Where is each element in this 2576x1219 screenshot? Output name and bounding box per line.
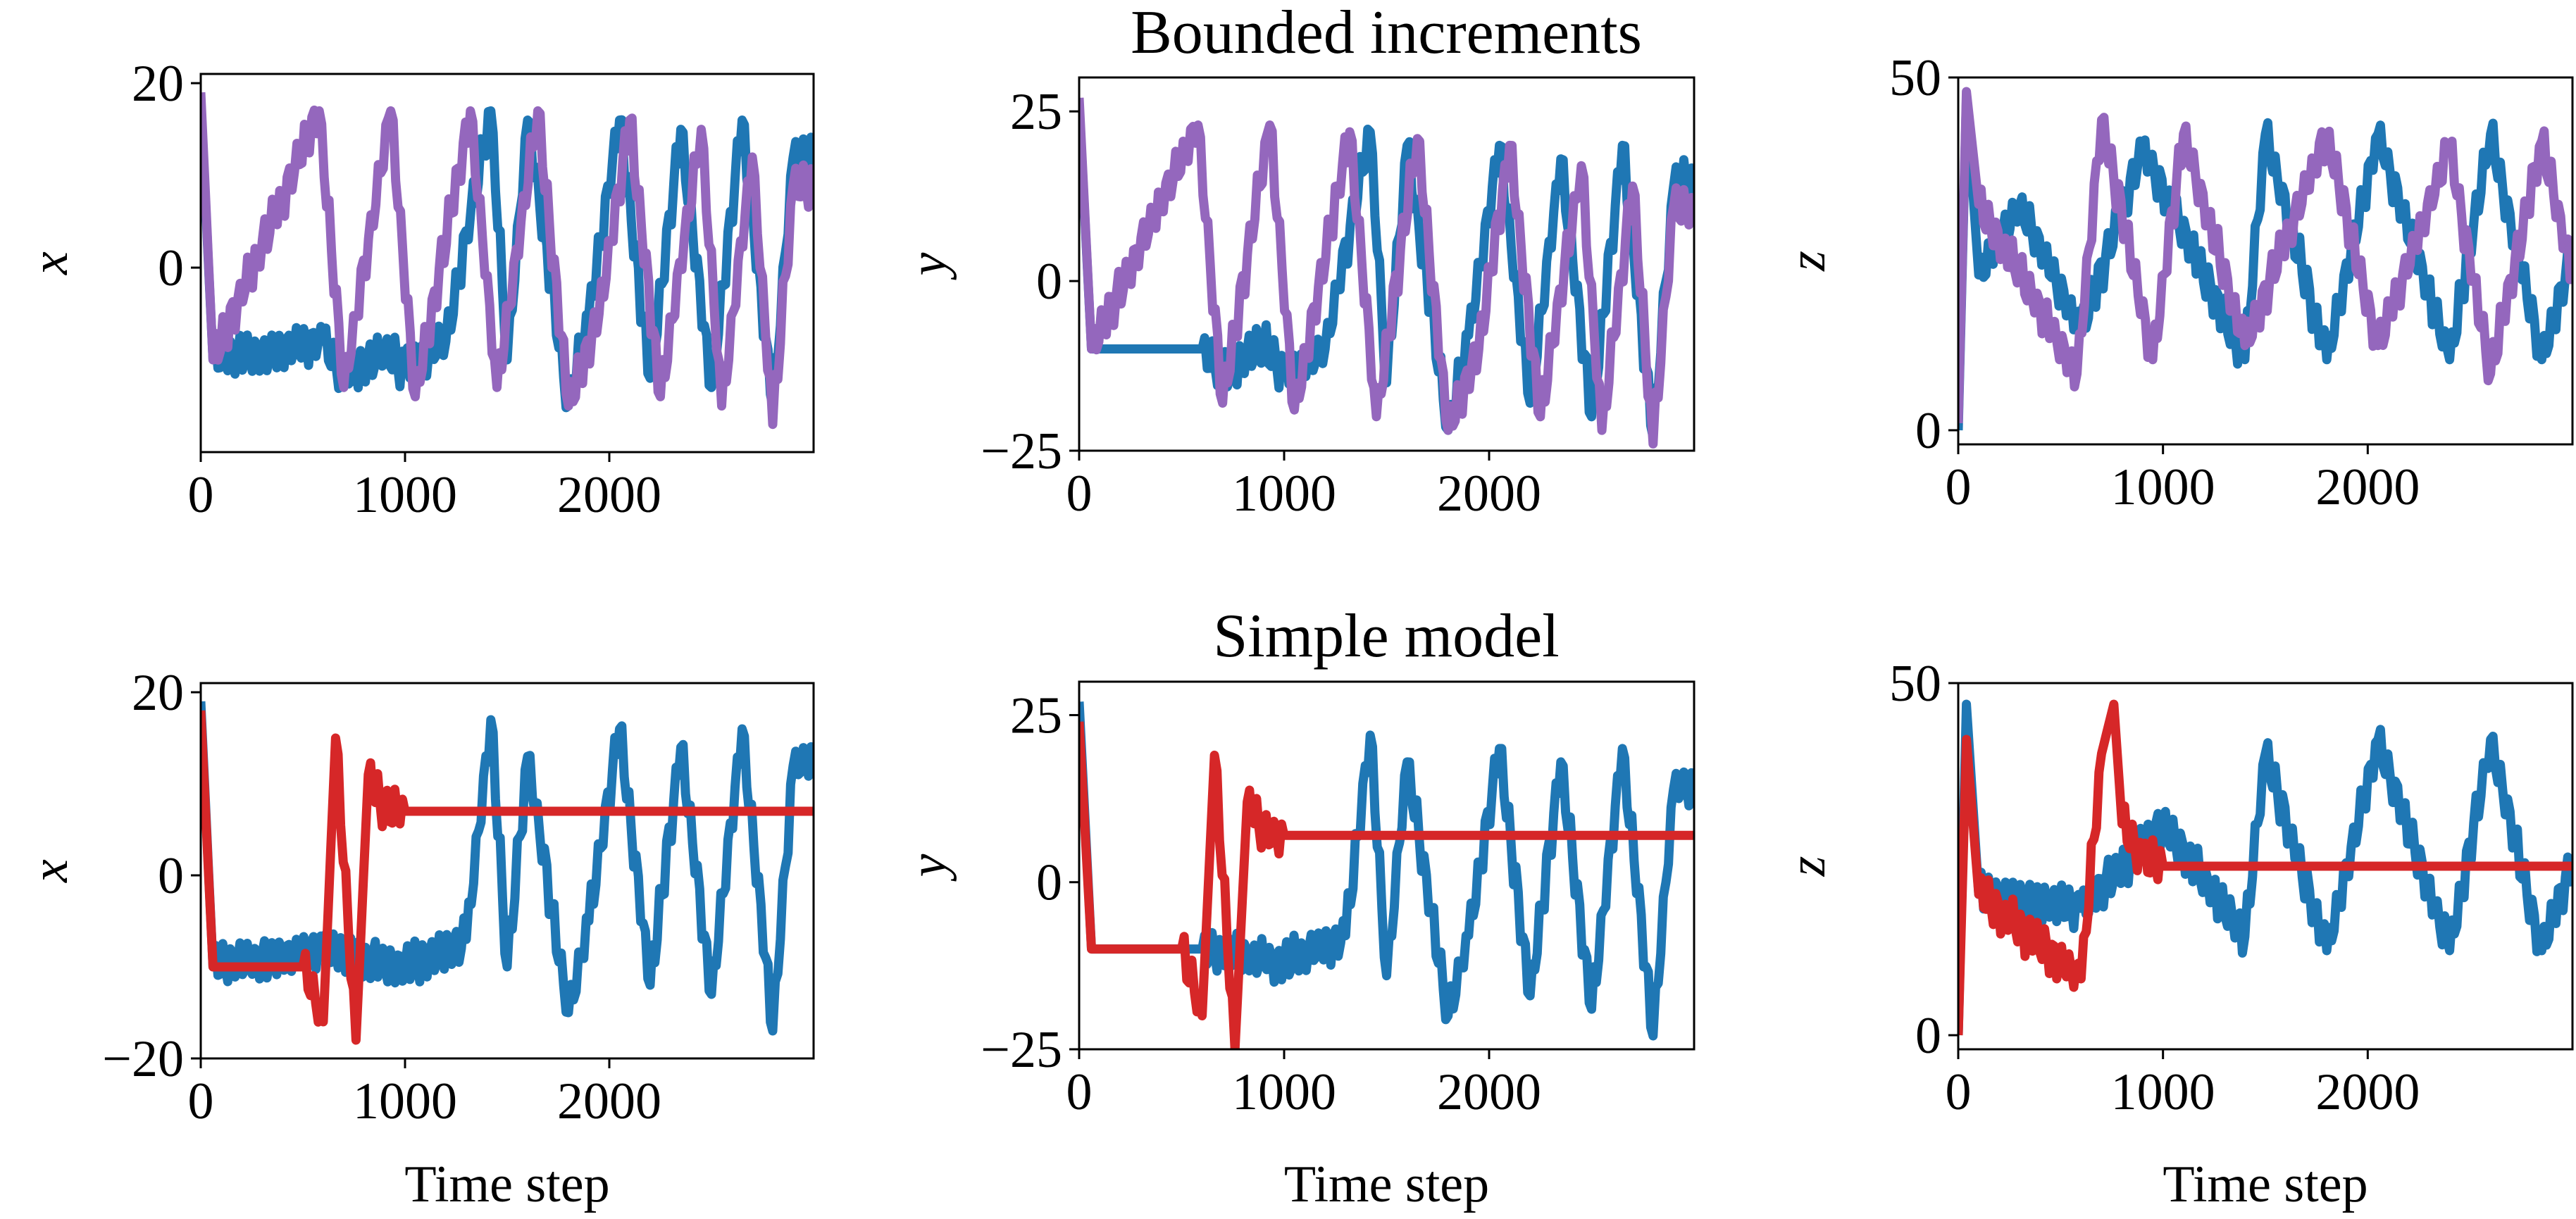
y-tick-label: −25 xyxy=(981,423,1062,480)
series-line-2 xyxy=(1079,97,1694,449)
series-line-1 xyxy=(1958,94,2572,431)
x-tick-label: 0 xyxy=(1946,458,1972,516)
series-line-1 xyxy=(1958,699,2572,1036)
series-line-2 xyxy=(1958,87,2572,424)
axes-frame xyxy=(199,682,815,1060)
y-tick-label: 0 xyxy=(1915,1007,1941,1065)
y-tick-label: −20 xyxy=(102,1030,184,1088)
y-axis-label: y xyxy=(900,854,957,882)
x-tick-label: 0 xyxy=(1946,1063,1972,1121)
row-title: Bounded increments xyxy=(1131,0,1642,67)
series-line-2 xyxy=(201,710,814,1045)
panel-3: 0 1000 2000 0 50 z xyxy=(1779,49,2574,516)
panel-6: 0 1000 2000 0 50 z Time step xyxy=(1779,655,2574,1213)
axes-frame xyxy=(1957,682,2574,1051)
x-tick-label: 0 xyxy=(1066,465,1093,523)
y-tick-label: 0 xyxy=(1915,402,1941,460)
y-tick-label: 50 xyxy=(1889,49,1941,107)
x-tick-label: 2000 xyxy=(557,466,661,524)
y-axis-label: x xyxy=(21,251,79,275)
y-tick-label: 0 xyxy=(158,239,184,297)
x-tick-label: 1000 xyxy=(2111,458,2215,516)
x-axis-label: Time step xyxy=(404,1156,609,1213)
x-tick-label: 2000 xyxy=(1437,465,1541,523)
axes-frame xyxy=(1078,76,1695,452)
x-tick-label: 1000 xyxy=(1232,1063,1336,1121)
y-tick-label: −25 xyxy=(981,1021,1062,1079)
y-axis-label: y xyxy=(900,252,957,280)
y-tick-label: 0 xyxy=(158,847,184,905)
panel-1: 0 1000 2000 0 20 x Bounded increments xyxy=(21,0,1642,524)
y-tick-label: 25 xyxy=(1010,83,1062,141)
x-axis-label: Time step xyxy=(2163,1156,2367,1213)
y-axis-label: x xyxy=(21,859,79,883)
series-line-2 xyxy=(1958,699,2572,1036)
x-tick-label: 2000 xyxy=(2315,1063,2420,1121)
axes-frame xyxy=(199,73,815,454)
x-tick-label: 0 xyxy=(1066,1063,1093,1121)
series-line-2 xyxy=(1079,721,1694,1049)
axes-frame xyxy=(1078,680,1695,1051)
series-line-1 xyxy=(1079,701,1694,1041)
y-tick-label: 50 xyxy=(1889,655,1941,713)
series-line-1 xyxy=(201,701,814,1036)
x-tick-label: 1000 xyxy=(353,466,457,524)
series-line-2 xyxy=(201,92,814,430)
y-tick-label: 25 xyxy=(1010,687,1062,744)
y-tick-label: 20 xyxy=(132,55,184,113)
x-tick-label: 0 xyxy=(188,1073,214,1130)
row-title: Simple model xyxy=(1213,602,1559,670)
axes-frame xyxy=(1957,76,2574,446)
y-tick-label: 0 xyxy=(1036,854,1062,912)
x-tick-label: 1000 xyxy=(1232,465,1336,523)
y-axis-label: z xyxy=(1779,856,1836,877)
y-tick-label: 0 xyxy=(1036,253,1062,311)
x-tick-label: 2000 xyxy=(557,1073,661,1130)
y-axis-label: z xyxy=(1779,251,1836,272)
x-tick-label: 2000 xyxy=(1437,1063,1541,1121)
x-tick-label: 1000 xyxy=(353,1073,457,1130)
x-axis-label: Time step xyxy=(1284,1156,1489,1213)
x-tick-label: 2000 xyxy=(2315,458,2420,516)
x-tick-label: 0 xyxy=(188,466,214,524)
y-tick-label: 20 xyxy=(132,664,184,722)
x-tick-label: 1000 xyxy=(2111,1063,2215,1121)
